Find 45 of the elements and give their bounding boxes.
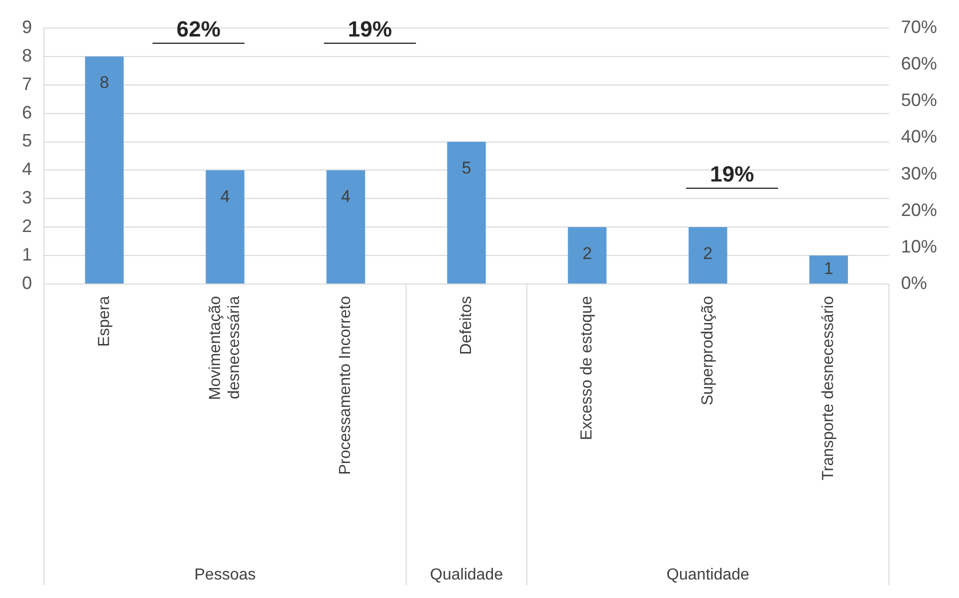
- y-tick-label: 2: [22, 216, 32, 236]
- x-tick-label: Transporte desnecessário: [820, 296, 838, 480]
- x-tick-label: Superprodução: [699, 296, 716, 406]
- annotation: 19%: [348, 16, 392, 42]
- y-tick-label: 1: [22, 244, 32, 265]
- y-tick-label: 8: [22, 45, 32, 66]
- y2-tick-label: 40%: [900, 126, 938, 147]
- y2-tick-label: 20%: [900, 200, 938, 220]
- y-tick-label: 9: [22, 16, 32, 37]
- data-label: 4: [341, 186, 351, 206]
- bar: [447, 142, 486, 284]
- x-tick-label: Processamento Incorreto: [337, 296, 354, 475]
- y2-tick-label: 30%: [900, 163, 938, 184]
- x-tick-label: Defeitos: [458, 296, 475, 355]
- data-label: 2: [582, 244, 592, 263]
- y2-tick-label: 10%: [900, 236, 938, 256]
- data-label: 4: [220, 186, 230, 206]
- data-label: 1: [824, 259, 834, 278]
- x-tick-label: Movimentação desnecessária: [206, 296, 243, 400]
- text: Pessoas: [194, 566, 256, 584]
- y2-tick-label: 50%: [900, 90, 938, 110]
- y-tick-label: 4: [22, 159, 32, 180]
- data-label: 8: [100, 73, 110, 92]
- y2-tick-label: 0%: [900, 272, 927, 293]
- y-tick-label: 3: [22, 188, 32, 208]
- y-tick-label: 7: [22, 74, 32, 94]
- data-label: 5: [462, 158, 472, 178]
- text: Qualidade: [430, 566, 504, 584]
- y-tick-label: 5: [22, 130, 32, 151]
- text: Quantidade: [666, 566, 750, 584]
- y-tick-label: 0: [22, 272, 32, 293]
- annotation: 19%: [710, 161, 754, 186]
- x-tick-label: Excesso de estoque: [578, 296, 596, 440]
- bar: [809, 256, 848, 284]
- data-label: 2: [703, 244, 713, 263]
- bar: [688, 227, 728, 284]
- y-tick-label: 6: [22, 102, 32, 122]
- x-tick-label: Espera: [96, 296, 113, 347]
- bar: [568, 227, 607, 284]
- y2-tick-label: 60%: [900, 54, 938, 74]
- annotation: 62%: [176, 16, 221, 42]
- y2-tick-label: 70%: [900, 16, 938, 37]
- bar: [326, 170, 366, 284]
- bar: [206, 170, 244, 284]
- bar: [85, 56, 124, 284]
